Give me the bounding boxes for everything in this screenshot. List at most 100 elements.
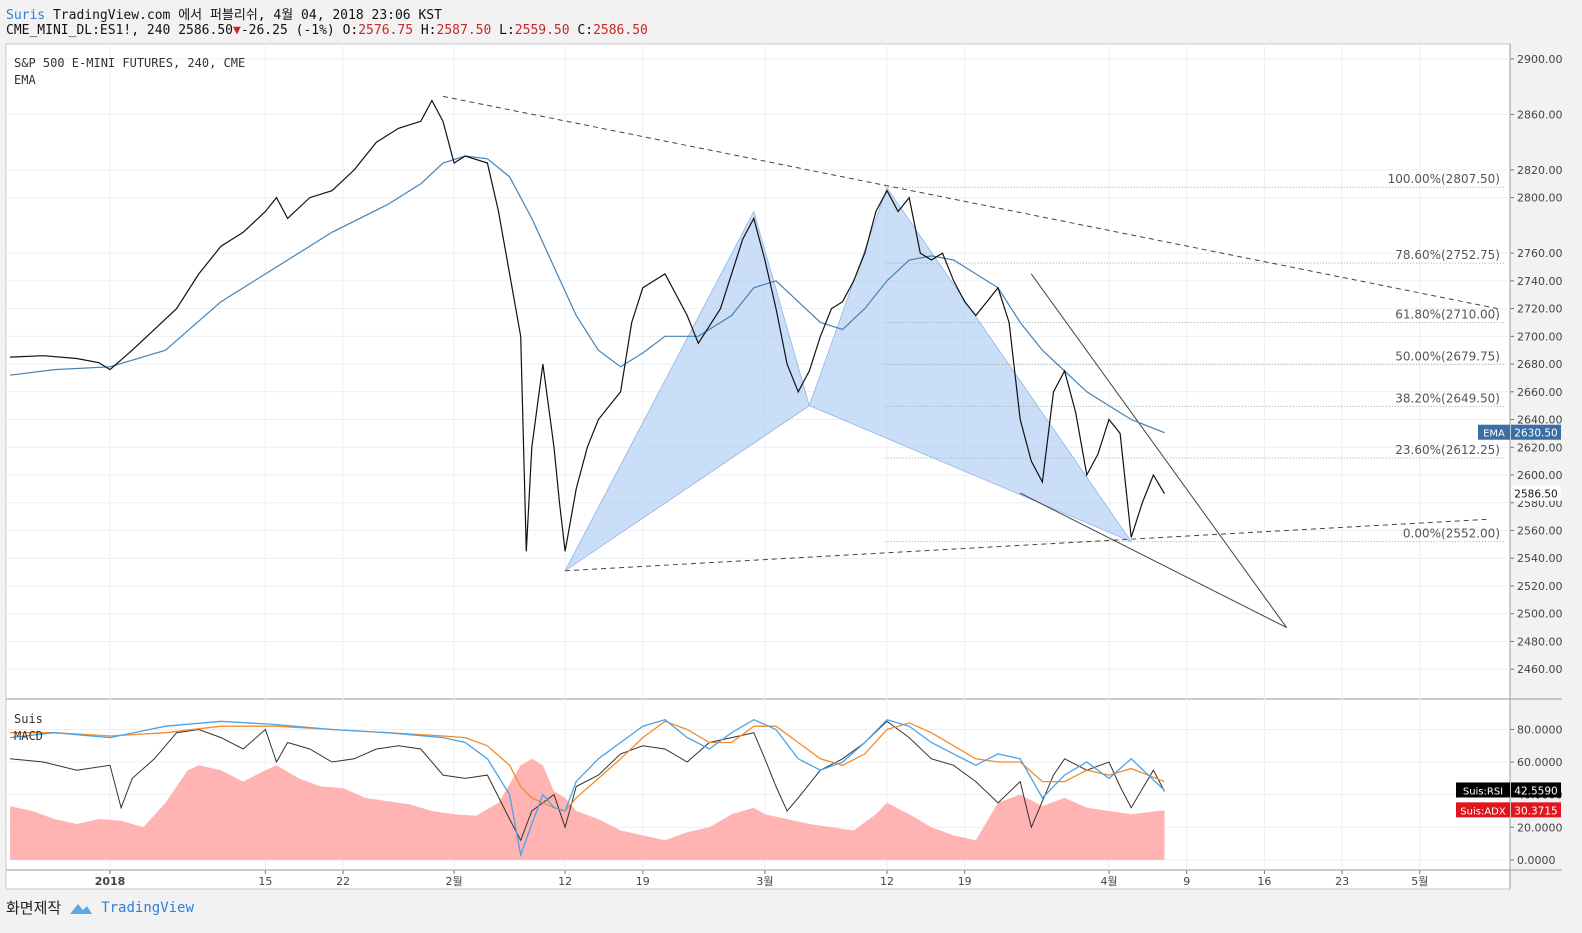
ema-badge-label-bg [1478,424,1510,440]
time-tick-label: 2월 [446,875,463,888]
price-tick-label: 2640.00 [1517,414,1563,427]
price-series [10,99,1166,552]
time-tick-label: 4월 [1100,875,1117,888]
adx-area [10,758,1165,860]
indicator-tick-label: 20.0000 [1517,821,1563,834]
adx-badge-value: 30.3715 [1514,805,1557,817]
header-line-1: Suris TradingView.com 에서 퍼블리쉬, 4월 04, 20… [6,4,442,23]
trendline[interactable] [1019,492,1287,629]
harmonic-triangle-xab[interactable] [564,210,810,572]
price-tick-label: 2480.00 [1517,635,1563,648]
indicator-pane [10,718,1165,860]
price-tick-label: 2700.00 [1517,330,1563,343]
fib-level-label: 61.80%(2710.00) [1395,307,1500,321]
fib-level-label: 38.20%(2649.50) [1395,391,1500,405]
price-line [10,99,1166,552]
last-price: 2586.50 [178,23,233,38]
price-tick-label: 2680.00 [1517,358,1563,371]
indicator-tick-label: 60.0000 [1517,756,1563,769]
price-tick-label: 2500.00 [1517,608,1563,621]
last-price-badge-bg [1511,485,1561,501]
fib-level-label: 23.60%(2612.25) [1395,443,1500,457]
time-tick-label: 2018 [95,875,126,888]
sub-pane-title: Suis [14,712,43,726]
ema-badge-value-bg [1511,424,1561,440]
price-tick-label: 2900.00 [1517,53,1563,66]
open-value: 2576.75 [358,23,414,38]
price-tick-label: 2620.00 [1517,441,1563,454]
fib-level-label: 50.00%(2679.75) [1395,349,1500,363]
chart-background [5,43,1511,890]
price-tick-label: 2460.00 [1517,663,1563,676]
close-label: C: [577,23,594,38]
rsi-badge-value: 42.5590 [1514,785,1557,797]
time-tick-label: 12 [558,875,572,888]
footer-caption: 화면제작 [6,899,62,917]
price-tick-label: 2560.00 [1517,525,1563,538]
time-tick-label: 9 [1183,875,1190,888]
time-tick-label: 19 [636,875,650,888]
time-tick-label: 19 [958,875,972,888]
footer-brand[interactable]: TradingView [101,899,194,916]
tradingview-logo-icon [70,903,93,914]
rsi-badge-value-bg [1511,782,1561,798]
price-tick-label: 2520.00 [1517,580,1563,593]
ema-badge-label: EMA [1483,429,1505,440]
chart-canvas[interactable]: 100.00%(2807.50) 78.60%(2752.75) 61.80%(27… [0,40,1582,892]
fib-level-label: 100.00%(2807.50) [1388,172,1500,186]
indicator-tick-label: 80.0000 [1517,723,1563,736]
price-tick-label: 2740.00 [1517,275,1563,288]
header-line-2: CME_MINI_DL:ES1!, 240 2586.50▼-26.25 (-1… [6,23,648,38]
ema-badge-value: 2630.50 [1514,428,1557,440]
harmonic-pattern[interactable] [564,187,1133,572]
low-value: 2559.50 [514,23,570,38]
symbol-label[interactable]: CME_MINI_DL:ES1!, 240 [6,23,171,38]
indicator-tick-label: 0.0000 [1517,854,1556,867]
price-tick-label: 2660.00 [1517,386,1563,399]
time-tick-label: 15 [258,875,272,888]
last-price-badge: 2586.50 [1514,489,1557,501]
time-tick-label: 22 [336,875,350,888]
time-tick-label: 16 [1257,875,1271,888]
high-value: 2587.50 [436,23,492,38]
momentum-line [10,720,1165,842]
publisher-name[interactable]: Suris [6,8,46,23]
ema-line [10,155,1165,434]
rsi-badge-label-bg [1456,782,1510,798]
rsi-badge-label: Suis:RSI [1463,786,1503,797]
fib-level-label: 0.00%(2552.00) [1403,527,1500,541]
time-tick-label: 12 [880,875,894,888]
price-tick-label: 2540.00 [1517,552,1563,565]
time-tick-label: 3월 [756,875,773,888]
price-tick-label: 2800.00 [1517,192,1563,205]
time-tick-label: 23 [1335,875,1349,888]
adx-badge-label: Suis:ADX [1460,806,1506,817]
price-tick-label: 2820.00 [1517,164,1563,177]
time-tick-label: 5월 [1411,875,1428,888]
adx-badge-label-bg [1456,802,1510,818]
adx-badge-value-bg [1511,802,1561,818]
open-label: O: [342,23,359,38]
price-change: -26.25 (-1%) [240,23,335,38]
price-badges: EMA 2630.50 2586.50 Suis:RSI 42.5590 Suis:ADX… [1456,424,1561,818]
trendlines[interactable] [442,95,1498,629]
rsi-line [10,718,1165,858]
close-value: 2586.50 [593,23,648,38]
sub-pane-indicator[interactable]: MACD [14,729,43,743]
publish-info: TradingView.com 에서 퍼블리쉬, 4월 04, 2018 23:… [52,8,442,23]
main-pane-indicator[interactable]: EMA [14,73,36,87]
price-tick-label: 2760.00 [1517,247,1563,260]
fibonacci-retracement[interactable]: 100.00%(2807.50) 78.60%(2752.75) 61.80%(27… [884,172,1505,543]
main-pane-title: S&P 500 E-MINI FUTURES, 240, CME [14,56,245,70]
price-tick-label: 2720.00 [1517,303,1563,316]
high-label: H: [420,23,437,38]
harmonic-triangle-bcd[interactable] [808,187,1133,543]
low-label: L: [499,23,515,38]
trendline[interactable] [1030,273,1288,628]
fib-level-label: 78.60%(2752.75) [1395,248,1500,262]
trendline[interactable] [565,518,1487,572]
price-tick-label: 2600.00 [1517,469,1563,482]
footer: 화면제작 TradingView [6,897,194,918]
down-arrow-icon: ▼ [233,23,241,38]
price-tick-label: 2860.00 [1517,108,1563,121]
